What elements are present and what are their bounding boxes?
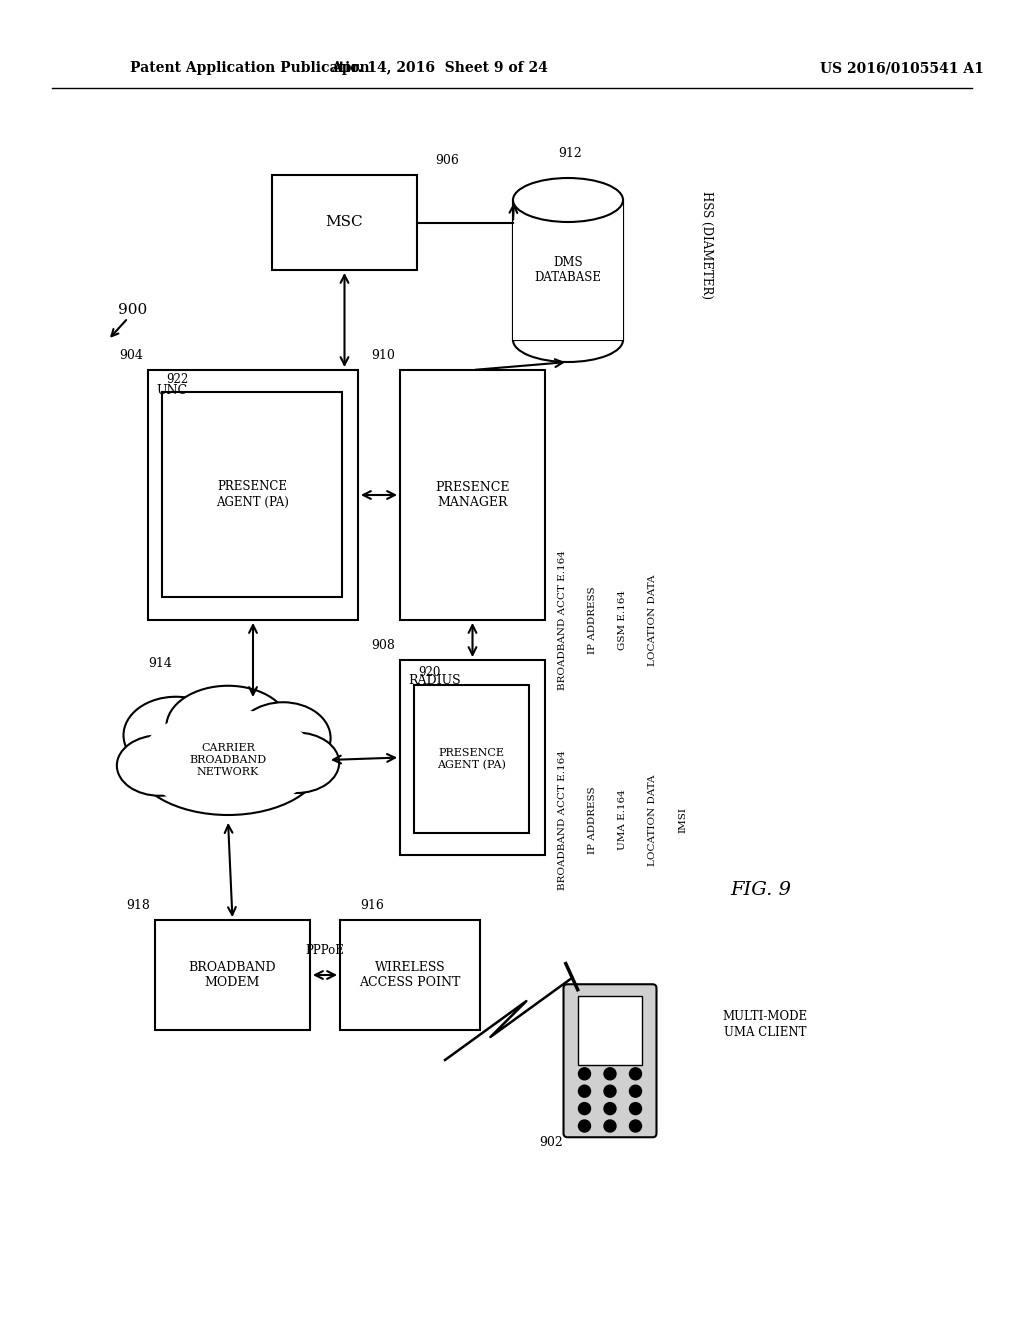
Text: IP ADDRESS: IP ADDRESS: [588, 787, 597, 854]
Text: LOCATION DATA: LOCATION DATA: [648, 775, 657, 866]
Text: US 2016/0105541 A1: US 2016/0105541 A1: [820, 61, 984, 75]
Text: Apr. 14, 2016  Sheet 9 of 24: Apr. 14, 2016 Sheet 9 of 24: [332, 61, 549, 75]
Text: HSS (DIAMETER): HSS (DIAMETER): [700, 191, 713, 300]
Circle shape: [579, 1068, 591, 1080]
Bar: [400, 370, 545, 620]
Text: MULTI-MODE
UMA CLIENT: MULTI-MODE UMA CLIENT: [723, 1011, 808, 1039]
Circle shape: [630, 1085, 641, 1097]
FancyBboxPatch shape: [563, 985, 656, 1138]
Ellipse shape: [254, 733, 339, 793]
Circle shape: [579, 1085, 591, 1097]
Text: IP ADDRESS: IP ADDRESS: [588, 586, 597, 653]
Text: Patent Application Publication: Patent Application Publication: [130, 61, 370, 75]
Text: GSM E.164: GSM E.164: [618, 590, 627, 649]
Ellipse shape: [140, 709, 315, 810]
Bar: [578, 995, 642, 1065]
Text: DMS
DATABASE: DMS DATABASE: [535, 256, 601, 284]
Text: IMSI: IMSI: [678, 807, 687, 833]
Bar: [513, 201, 623, 341]
Bar: [513, 201, 623, 341]
Bar: [414, 685, 529, 833]
Text: UMA E.164: UMA E.164: [618, 789, 627, 850]
Text: BROADBAND ACCT E.164: BROADBAND ACCT E.164: [558, 750, 567, 890]
Text: FIG. 9: FIG. 9: [730, 880, 791, 899]
Ellipse shape: [166, 686, 290, 768]
Circle shape: [630, 1102, 641, 1114]
Text: 912: 912: [558, 147, 582, 160]
Ellipse shape: [513, 318, 623, 362]
Circle shape: [604, 1068, 616, 1080]
Ellipse shape: [124, 697, 228, 774]
Ellipse shape: [236, 702, 331, 774]
Text: 922: 922: [166, 374, 188, 385]
Text: 920: 920: [418, 667, 440, 678]
Bar: [148, 370, 358, 620]
Text: 918: 918: [126, 899, 150, 912]
Circle shape: [579, 1102, 591, 1114]
Text: RADIUS: RADIUS: [408, 675, 461, 686]
Circle shape: [604, 1085, 616, 1097]
Text: CARRIER
BROADBAND
NETWORK: CARRIER BROADBAND NETWORK: [189, 743, 266, 776]
Text: MSC: MSC: [326, 215, 364, 230]
Text: WIRELESS
ACCESS POINT: WIRELESS ACCESS POINT: [359, 961, 461, 989]
Text: PRESENCE
MANAGER: PRESENCE MANAGER: [435, 480, 510, 510]
Circle shape: [630, 1119, 641, 1133]
Text: UNC: UNC: [156, 384, 187, 397]
Bar: [340, 920, 480, 1030]
Text: LOCATION DATA: LOCATION DATA: [648, 574, 657, 665]
Bar: [162, 392, 342, 597]
Circle shape: [604, 1119, 616, 1133]
Ellipse shape: [513, 178, 623, 222]
Ellipse shape: [117, 735, 203, 796]
Text: 900: 900: [118, 304, 147, 317]
Circle shape: [630, 1068, 641, 1080]
Text: PPPoE: PPPoE: [305, 944, 344, 957]
Circle shape: [579, 1119, 591, 1133]
Text: PRESENCE
AGENT (PA): PRESENCE AGENT (PA): [437, 748, 506, 770]
Text: 904: 904: [119, 348, 143, 362]
Text: 910: 910: [371, 348, 395, 362]
Text: 908: 908: [371, 639, 395, 652]
Ellipse shape: [133, 705, 323, 814]
Text: 914: 914: [148, 657, 172, 671]
Bar: [272, 176, 417, 271]
Text: 916: 916: [360, 899, 384, 912]
Text: 902: 902: [539, 1137, 562, 1150]
Circle shape: [604, 1102, 616, 1114]
Text: PRESENCE
AGENT (PA): PRESENCE AGENT (PA): [216, 480, 289, 508]
Bar: [400, 660, 545, 855]
Text: BROADBAND ACCT E.164: BROADBAND ACCT E.164: [558, 550, 567, 690]
Text: 906: 906: [435, 154, 459, 168]
Bar: [513, 201, 623, 341]
Bar: [155, 920, 310, 1030]
Text: BROADBAND
MODEM: BROADBAND MODEM: [188, 961, 276, 989]
